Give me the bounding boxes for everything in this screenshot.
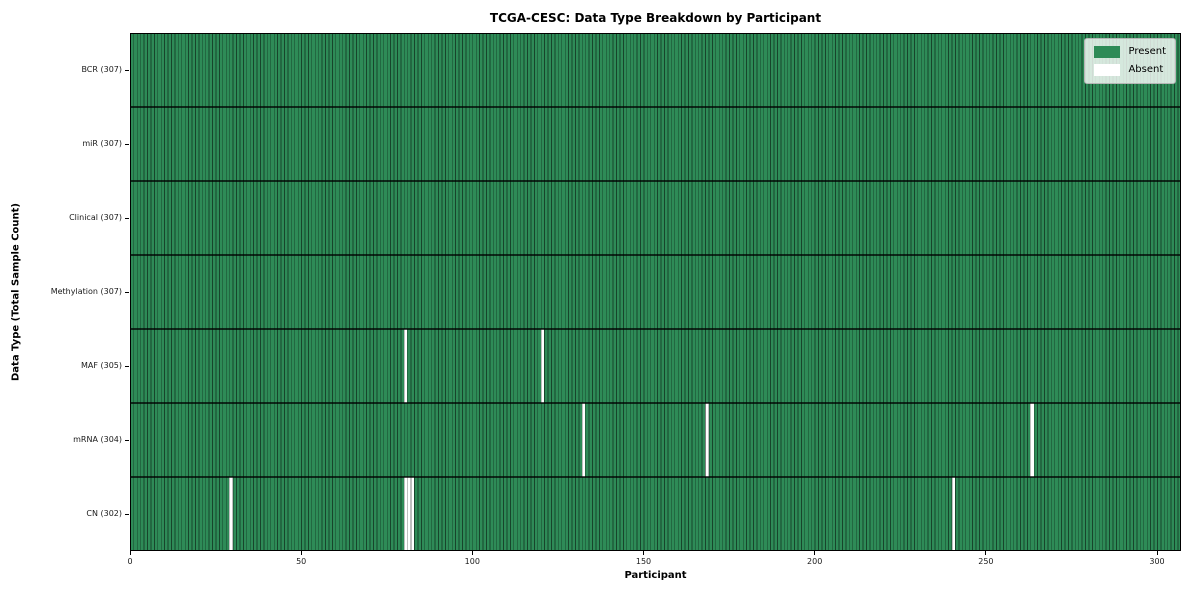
y-tick [125, 69, 129, 71]
x-tick-label: 50 [296, 557, 307, 566]
legend-label-present: Present [1128, 46, 1166, 57]
y-tick [125, 365, 129, 367]
absent-cell-mRNA-263 [1030, 403, 1034, 477]
x-tick-label: 100 [464, 557, 480, 566]
y-tick [125, 439, 129, 441]
legend-label-absent: Absent [1128, 64, 1164, 75]
x-tick [471, 551, 473, 555]
y-tick [125, 513, 129, 515]
heatmap-present-background [130, 33, 1181, 551]
absent-cell-CN-240 [951, 477, 956, 551]
y-tick [125, 217, 129, 219]
absent-cell-CN-29 [229, 477, 233, 551]
y-tick-label: Methylation (307) [50, 286, 122, 296]
x-axis-label: Participant [624, 570, 687, 581]
absent-cell-MAF-120 [540, 329, 545, 403]
x-tick [985, 551, 987, 555]
y-tick [125, 291, 129, 293]
absent-cell-mRNA-168 [705, 403, 709, 477]
chart-title: TCGA-CESC: Data Type Breakdown by Partic… [489, 11, 822, 25]
plot-area: Present Absent [130, 33, 1181, 551]
x-tick [300, 551, 302, 555]
y-tick-label: CN (302) [86, 508, 122, 518]
x-tick [129, 551, 131, 555]
y-tick [125, 143, 129, 145]
x-tick-label: 200 [807, 557, 823, 566]
absent-cell-CN-82 [410, 477, 415, 551]
legend-item-present: Present [1094, 46, 1166, 58]
y-tick-label: BCR (307) [81, 64, 122, 74]
x-tick [1156, 551, 1158, 555]
legend: Present Absent [1084, 38, 1176, 84]
x-tick-label: 300 [1149, 557, 1165, 566]
absent-cell-mRNA-132 [581, 403, 586, 477]
legend-swatch-present [1094, 46, 1121, 58]
x-tick-label: 150 [635, 557, 652, 566]
absent-cell-MAF-80 [403, 329, 408, 403]
x-tick-label: 0 [127, 557, 133, 566]
x-tick [814, 551, 816, 555]
legend-swatch-absent [1094, 64, 1121, 76]
x-tick [643, 551, 644, 555]
legend-item-absent: Absent [1094, 64, 1166, 76]
y-tick-label: MAF (305) [80, 360, 122, 370]
y-tick-label: mRNA (304) [73, 434, 122, 444]
x-tick-label: 250 [978, 557, 994, 566]
y-tick-label: Clinical (307) [69, 212, 122, 222]
y-tick-label: miR (307) [82, 138, 122, 148]
